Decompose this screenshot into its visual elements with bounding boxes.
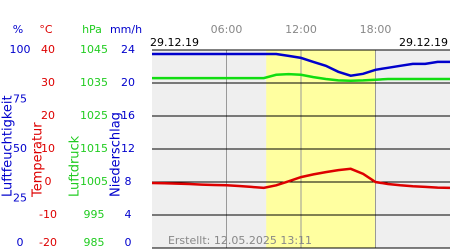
y-tick-label: 1045 — [80, 43, 108, 56]
series-line — [152, 52, 450, 77]
y-tick-label: 1025 — [80, 109, 108, 122]
series-line — [151, 167, 450, 190]
y-tick-label: 75 — [13, 93, 27, 106]
axis-title: Luftdruck — [68, 135, 83, 197]
y-tick-label: 0 — [45, 175, 52, 188]
axis-title: Luftfeuchtigkeit — [1, 95, 16, 197]
y-tick-label: 995 — [84, 208, 105, 221]
y-tick-label: 1035 — [80, 76, 108, 89]
y-tick-label: 4 — [125, 208, 132, 221]
y-tick-label: 20 — [121, 76, 135, 89]
axis-unit: % — [13, 23, 23, 36]
y-tick-label: 24 — [121, 43, 135, 56]
y-tick-label: 1005 — [80, 175, 108, 188]
axis-unit: hPa — [82, 23, 102, 36]
y-tick-label: 20 — [41, 109, 55, 122]
x-tick-label: 06:00 — [211, 23, 243, 36]
y-tick-label: 10 — [41, 142, 55, 155]
axis-unit: °C — [39, 23, 53, 36]
credit: Erstellt: 12.05.2025 13:11 — [168, 234, 312, 247]
date-right: 29.12.19 — [399, 36, 448, 49]
y-tick-label: 100 — [10, 43, 31, 56]
y-tick-label: -10 — [39, 208, 57, 221]
y-tick-label: 985 — [84, 236, 105, 249]
y-tick-label: 1015 — [80, 142, 108, 155]
y-tick-label: -20 — [39, 236, 57, 249]
y-tick-label: 0 — [17, 236, 24, 249]
x-tick-label: 18:00 — [360, 23, 392, 36]
series-line — [152, 72, 450, 82]
x-tick-label: 12:00 — [285, 23, 317, 36]
date-left: 29.12.19 — [150, 36, 199, 49]
y-tick-label: 40 — [41, 43, 55, 56]
axis-unit: mm/h — [110, 23, 142, 36]
axis-title: Niederschlag — [109, 112, 124, 197]
y-tick-label: 30 — [41, 76, 55, 89]
y-tick-label: 8 — [125, 175, 132, 188]
y-tick-label: 0 — [125, 236, 132, 249]
y-tick-label: 50 — [13, 142, 27, 155]
y-tick-label: 12 — [121, 142, 135, 155]
y-tick-label: 25 — [13, 192, 27, 205]
axis-title: Temperatur — [31, 122, 46, 198]
y-tick-label: 16 — [121, 109, 135, 122]
